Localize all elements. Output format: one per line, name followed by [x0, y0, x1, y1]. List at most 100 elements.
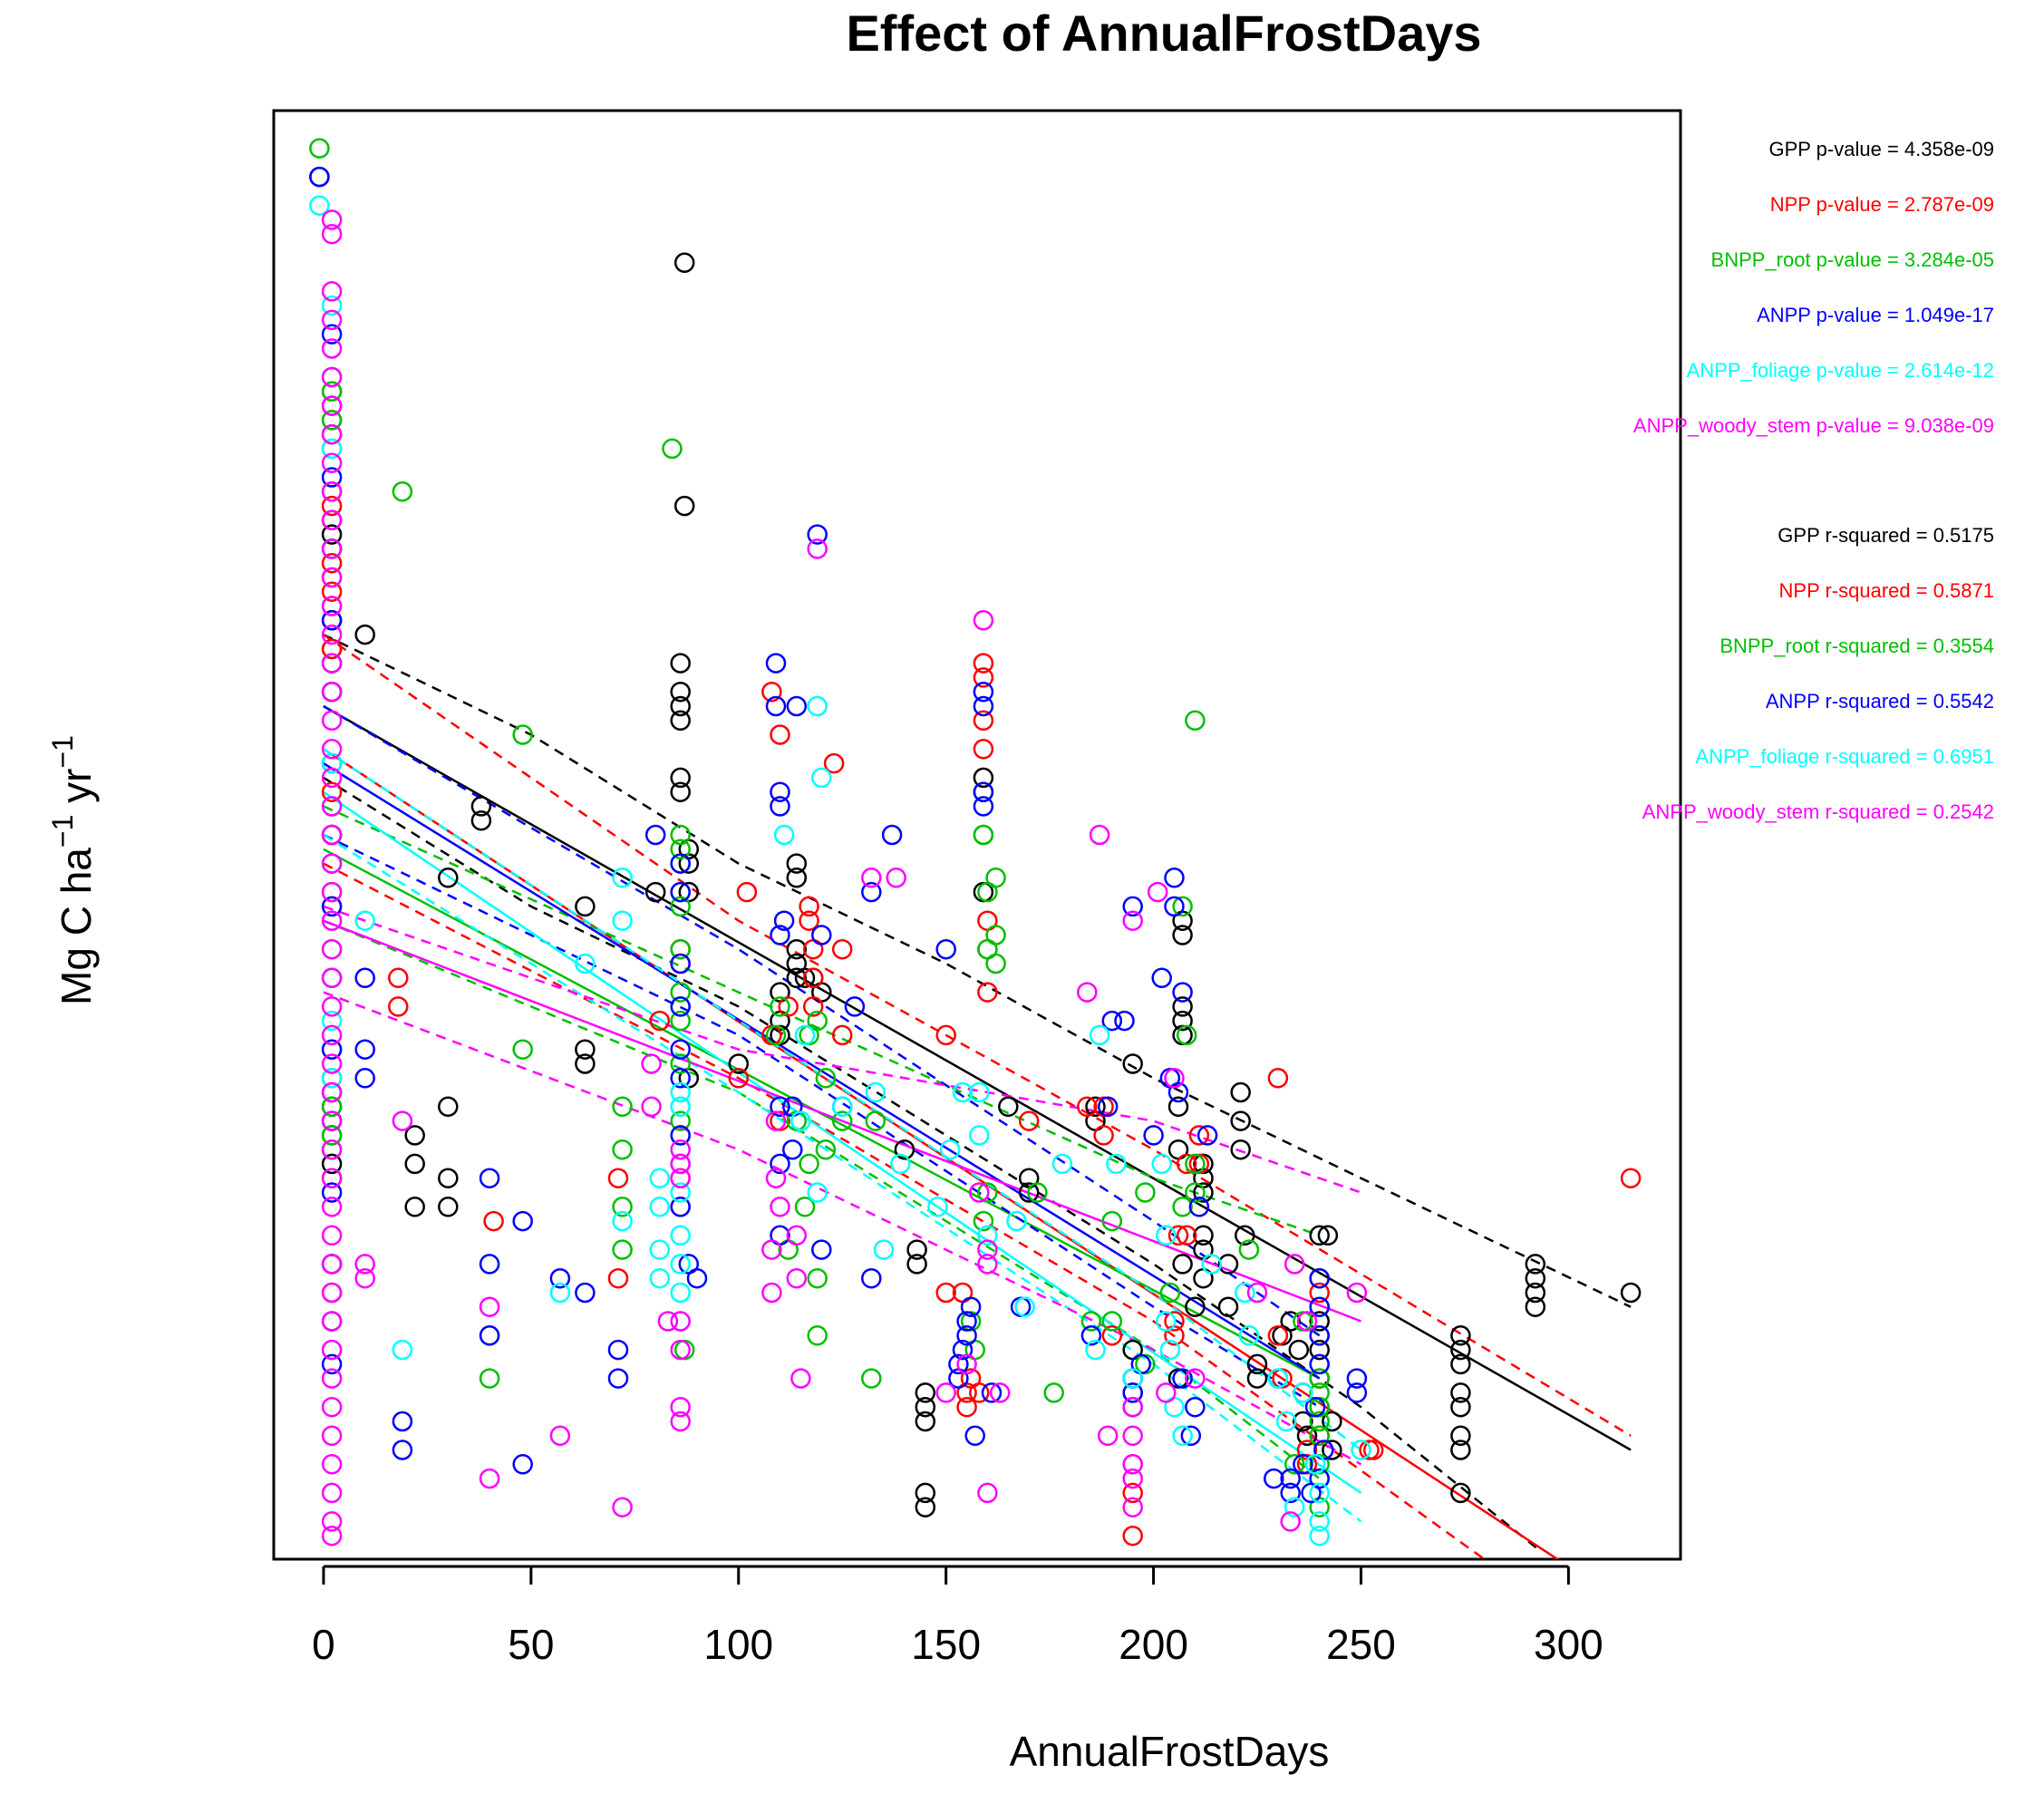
- anpp-foliage-point: [1201, 1254, 1222, 1275]
- anpp-woody-stem-point: [886, 868, 906, 888]
- anpp-point: [1309, 1296, 1330, 1317]
- bnpp-root-ci-lower: [323, 919, 1321, 1480]
- gpp-point: [575, 1039, 596, 1060]
- npp-point: [778, 996, 799, 1017]
- anpp-foliage-point: [1051, 1153, 1073, 1175]
- anpp-woody-stem-point: [1164, 1068, 1185, 1089]
- anpp-foliage-point: [1238, 1325, 1260, 1346]
- bnpp-root-point: [1309, 1425, 1330, 1447]
- npp-point: [973, 667, 994, 688]
- bnpp-root-point: [309, 138, 330, 159]
- anpp-point: [607, 1339, 629, 1361]
- gpp-point: [1230, 1139, 1251, 1160]
- anpp-foliage-point: [1122, 1368, 1143, 1389]
- anpp-point: [782, 1139, 803, 1160]
- npp-point: [736, 881, 758, 903]
- anpp-woody-stem-point: [1185, 1368, 1206, 1389]
- anpp-ci-upper: [323, 704, 1321, 1337]
- gpp-point: [673, 252, 695, 274]
- anpp-point: [770, 781, 790, 802]
- bnpp-root-point: [1293, 1311, 1313, 1332]
- gpp-point: [670, 695, 691, 717]
- gpp-point: [894, 1139, 915, 1160]
- anpp-point: [321, 1182, 343, 1203]
- bnpp-root-point: [1101, 1311, 1123, 1332]
- npp-ci-upper: [323, 634, 1632, 1437]
- bnpp-root-point: [1172, 896, 1193, 917]
- anpp-woody-stem-point: [1122, 910, 1143, 931]
- anpp-foliage-point: [321, 1010, 343, 1032]
- anpp-woody-stem-point: [969, 1182, 990, 1203]
- anpp-woody-stem-point: [321, 1139, 343, 1160]
- anpp-foliage-point: [811, 767, 832, 789]
- anpp-point: [1167, 1081, 1189, 1103]
- gpp-point: [1246, 1368, 1268, 1389]
- anpp-woody-stem-point: [1122, 1396, 1143, 1418]
- anpp-point: [321, 1353, 343, 1375]
- anpp-woody-stem-point: [670, 1168, 691, 1188]
- anpp-point: [952, 1339, 974, 1361]
- bnpp-root-point: [612, 1096, 633, 1118]
- bnpp-root-point: [1176, 1024, 1197, 1046]
- gpp-point: [794, 967, 816, 989]
- anpp-woody-stem-point: [670, 1139, 691, 1160]
- anpp-woody-stem-ci-lower: [323, 991, 1362, 1466]
- anpp-ci-lower: [323, 833, 1321, 1409]
- gpp-point: [728, 1053, 750, 1074]
- anpp-point: [1172, 982, 1193, 1003]
- gpp-point: [404, 1153, 425, 1175]
- gpp-point: [1450, 1325, 1471, 1346]
- npp-r-squared-label: NPP r-squared = 0.5871: [1779, 579, 1994, 602]
- anpp-foliage-point: [670, 1225, 691, 1246]
- anpp-foliage-point: [977, 1225, 998, 1246]
- npp-point: [1309, 1282, 1330, 1304]
- gpp-point: [670, 653, 691, 674]
- anpp-foliage-point: [670, 1282, 691, 1304]
- anpp-woody-stem-point: [1284, 1254, 1305, 1275]
- npp-point: [973, 710, 994, 732]
- anpp-woody-stem-point: [1296, 1311, 1318, 1332]
- anpp-point: [773, 910, 795, 931]
- x-tick-label: 0: [312, 1621, 335, 1668]
- gpp-point: [915, 1396, 936, 1418]
- npp-point: [977, 982, 998, 1003]
- anpp-point: [1280, 1468, 1301, 1489]
- anpp-woody-stem-point: [321, 767, 343, 789]
- gpp-point: [1450, 1396, 1471, 1418]
- npp-point: [1362, 1440, 1384, 1460]
- anpp-woody-stem-point: [761, 1239, 782, 1260]
- anpp-woody-stem-point: [861, 868, 882, 888]
- anpp-point: [1185, 1396, 1206, 1418]
- anpp-woody-stem-point: [670, 1153, 691, 1175]
- npp-point: [799, 910, 819, 931]
- anpp-foliage-point: [831, 1096, 853, 1118]
- bnpp-root-point: [861, 1368, 882, 1389]
- anpp-foliage-point: [1159, 1339, 1181, 1361]
- npp-point: [649, 1010, 671, 1032]
- bnpp-root-point: [1185, 710, 1206, 732]
- anpp-point: [575, 1282, 596, 1304]
- gpp-point: [438, 1168, 459, 1188]
- anpp-foliage-point: [865, 1081, 886, 1103]
- gpp-point: [1450, 1382, 1471, 1403]
- npp-point: [1093, 1125, 1114, 1146]
- bnpp-root-point: [794, 1197, 816, 1217]
- bnpp-root-point: [831, 1110, 853, 1131]
- anpp-point: [1114, 1010, 1135, 1032]
- bnpp-root-point: [670, 896, 691, 917]
- npp-point: [973, 739, 994, 760]
- bnpp-root-point: [612, 1239, 633, 1260]
- gpp-point: [1296, 1425, 1318, 1447]
- bnpp-root-point: [1238, 1239, 1260, 1260]
- anpp-foliage-point: [927, 1197, 948, 1217]
- anpp-woody-stem-point: [1156, 1382, 1177, 1403]
- anpp-r-squared-label: ANPP r-squared = 0.5542: [1766, 690, 1994, 713]
- x-tick-label: 200: [1119, 1621, 1188, 1668]
- bnpp-root-point: [1159, 1282, 1181, 1304]
- anpp-woody-stem-point: [670, 1396, 691, 1418]
- anpp-woody-stem-point: [321, 681, 343, 703]
- anpp-foliage-point: [1106, 1153, 1127, 1175]
- anpp-point: [881, 824, 903, 846]
- anpp-point: [1097, 1096, 1119, 1118]
- anpp-point: [770, 796, 790, 817]
